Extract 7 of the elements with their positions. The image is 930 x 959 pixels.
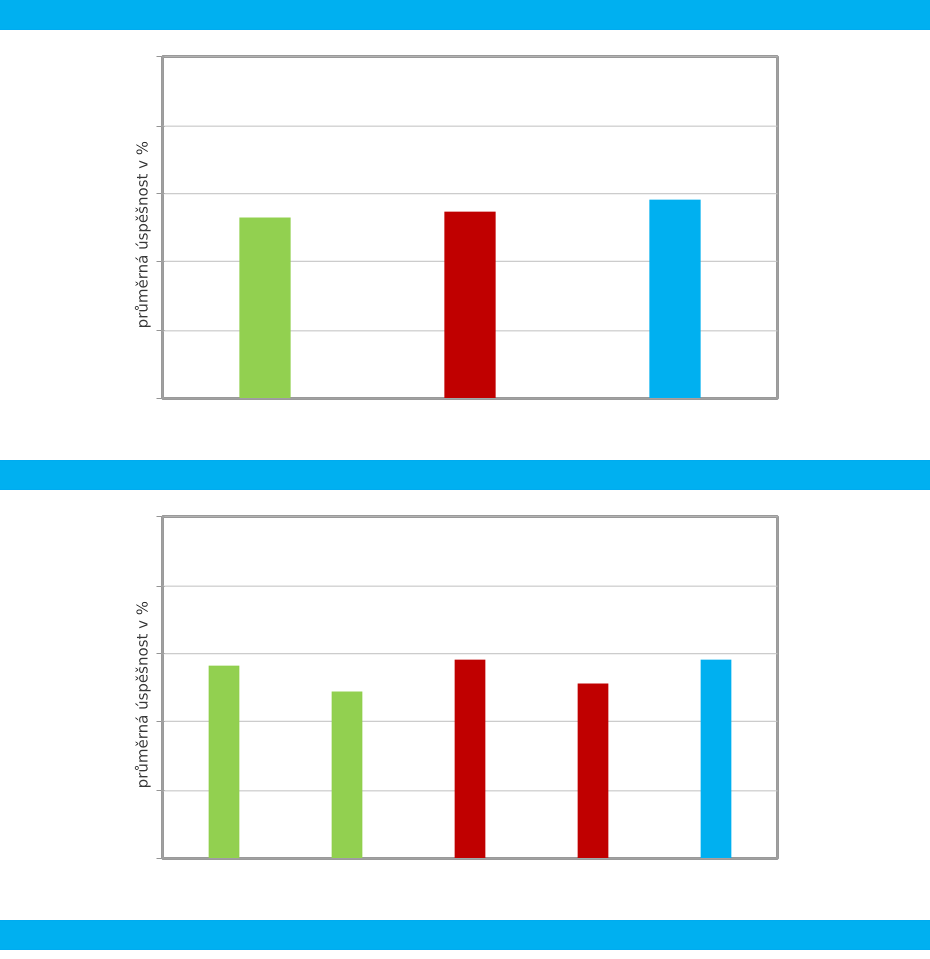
y-axis-title: průměrná úspěšnost v % bbox=[134, 140, 152, 328]
bar bbox=[208, 666, 240, 858]
bar bbox=[578, 684, 608, 858]
bar bbox=[454, 660, 486, 858]
y-axis-title: průměrná úspěšnost v % bbox=[134, 600, 152, 788]
bar bbox=[700, 660, 732, 858]
bar bbox=[332, 691, 362, 858]
